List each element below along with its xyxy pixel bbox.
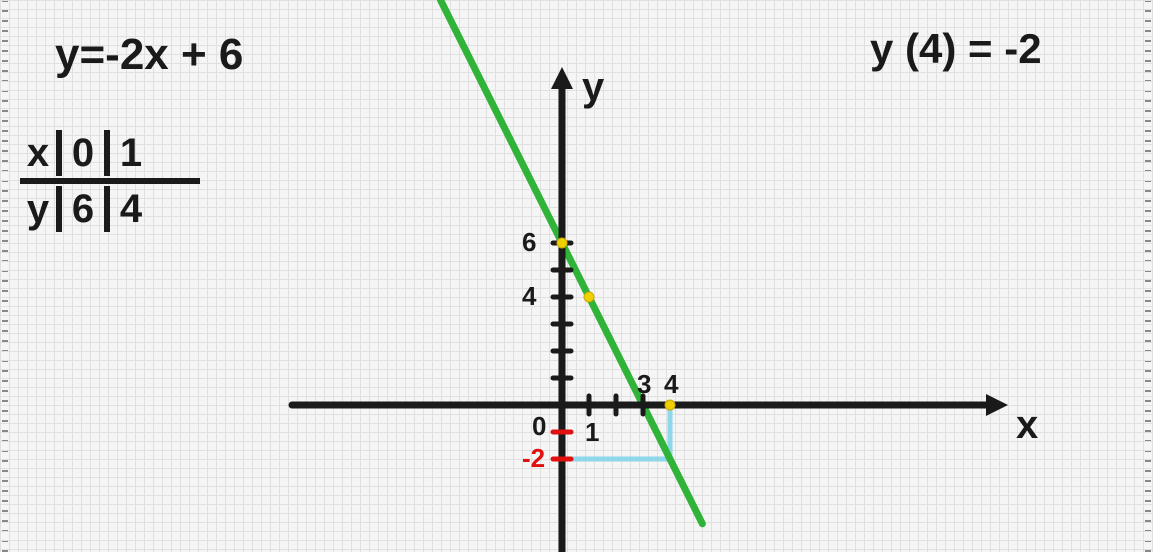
axis-label: 6: [522, 227, 536, 258]
plotted-point: [665, 400, 675, 410]
plotted-point: [584, 292, 594, 302]
axis-label: 4: [522, 281, 536, 312]
plotted-point: [557, 238, 567, 248]
axis-label: 1: [585, 417, 599, 448]
x-axis-arrow: [986, 394, 1008, 416]
axis-label: x: [1016, 403, 1038, 448]
axis-label: 4: [664, 369, 678, 400]
y-axis-arrow: [551, 67, 573, 89]
axis-label: 3: [637, 369, 651, 400]
function-line: [441, 0, 703, 524]
axis-label: y: [582, 65, 604, 110]
axis-label: -2: [522, 443, 545, 474]
axis-label: 0: [532, 411, 546, 442]
coordinate-chart: [0, 0, 1153, 552]
